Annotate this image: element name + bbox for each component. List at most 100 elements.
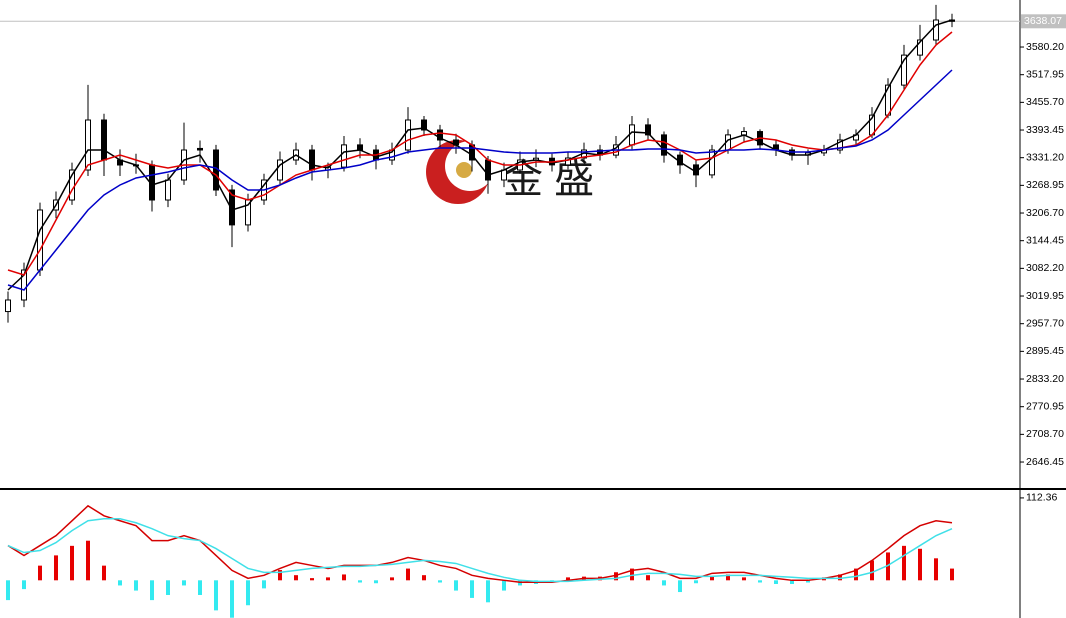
histogram-bar (374, 580, 378, 584)
histogram-bar (278, 570, 282, 581)
candle-body (709, 149, 715, 176)
y-tick-label: 2833.20 (1026, 373, 1064, 385)
histogram-bar (422, 575, 426, 581)
y-tick-label: 3580.20 (1026, 41, 1064, 53)
histogram-bar (38, 565, 42, 581)
last-price-box (1021, 14, 1066, 29)
histogram-bar (166, 580, 170, 595)
last-price-label: 3638.07 (1024, 15, 1062, 27)
histogram-bar (70, 545, 74, 581)
candle-body (917, 39, 923, 56)
histogram-bar (150, 580, 154, 601)
histogram-bar (854, 568, 858, 581)
histogram-bar (774, 580, 778, 584)
histogram-bar (838, 574, 842, 581)
histogram-bar (726, 574, 730, 581)
candle-body (405, 119, 411, 151)
histogram-bar (406, 568, 410, 581)
histogram-bar (54, 555, 58, 581)
histogram-bar (246, 580, 250, 606)
histogram-bar (134, 580, 138, 591)
histogram-bar (630, 568, 634, 581)
histogram-bar (6, 580, 10, 601)
histogram-bar (662, 580, 666, 586)
y-tick-label: 3268.95 (1026, 179, 1064, 191)
histogram-bar (342, 574, 346, 581)
candle-body (661, 134, 667, 156)
moving-average (7, 31, 953, 276)
y-tick-label: 2770.95 (1026, 400, 1064, 412)
candle-body (229, 189, 235, 226)
candle-body (629, 124, 635, 146)
candle-body (37, 209, 43, 271)
histogram-bar (358, 580, 362, 583)
y-tick-label: 3517.95 (1026, 68, 1064, 80)
macd-line (7, 504, 953, 584)
histogram-bar (758, 580, 762, 583)
y-tick-label: 2646.45 (1026, 456, 1064, 468)
candle-body (357, 144, 363, 151)
histogram-bar (454, 580, 458, 591)
histogram-bar (102, 565, 106, 581)
candle-body (565, 157, 571, 166)
histogram-bar (646, 575, 650, 581)
histogram-bar (230, 580, 234, 618)
histogram-bar (438, 580, 442, 583)
logo-ball (456, 162, 472, 178)
candle-body (501, 169, 507, 181)
histogram-bar (934, 558, 938, 581)
histogram-bar (294, 575, 298, 581)
histogram-bar (214, 580, 218, 611)
candle-body (309, 149, 315, 171)
histogram-bar (710, 576, 714, 581)
macd-line (7, 518, 953, 583)
histogram-bar (790, 580, 794, 584)
histogram-bar (470, 580, 474, 598)
histogram-bar (902, 545, 906, 581)
y-tick-label: 2957.70 (1026, 317, 1064, 329)
histogram-bar (22, 580, 26, 590)
histogram-bar (806, 580, 810, 583)
candle-body (21, 269, 27, 301)
y-tick-label: 3393.45 (1026, 124, 1064, 136)
histogram-bar (742, 577, 746, 581)
histogram-bar (614, 572, 618, 581)
candle-body (901, 54, 907, 86)
candle-body (85, 119, 91, 171)
histogram-bar (678, 580, 682, 593)
histogram-bar (326, 577, 330, 581)
histogram-bar (694, 580, 698, 584)
candle-body (885, 84, 891, 116)
candle-body (341, 144, 347, 168)
candle-body (933, 19, 939, 41)
y-tick-label: 3206.70 (1026, 207, 1064, 219)
histogram-bar (310, 578, 314, 581)
y-tick-label: 3144.45 (1026, 234, 1064, 246)
histogram-bar (198, 580, 202, 595)
y-tick-label: 3082.20 (1026, 262, 1064, 274)
histogram-bar (886, 552, 890, 581)
histogram-bar (118, 580, 122, 586)
histogram-bar (486, 580, 490, 603)
histogram-bar (390, 577, 394, 581)
histogram-bar (86, 540, 90, 581)
y-tick-label: 2708.70 (1026, 428, 1064, 440)
histogram-bar (918, 548, 922, 581)
histogram-bar (566, 577, 570, 581)
histogram-bar (182, 580, 186, 586)
histogram-bar (262, 580, 266, 589)
y-tick-label: 112.36 (1026, 492, 1057, 504)
candle-body (101, 119, 107, 161)
candle-body (197, 147, 203, 151)
candle-body (165, 179, 171, 201)
histogram-bar (950, 568, 954, 581)
y-tick-label: 3455.70 (1026, 96, 1064, 108)
candle-body (437, 129, 443, 141)
y-tick-label: 3331.20 (1026, 151, 1064, 163)
candle-body (645, 124, 651, 136)
moving-average (7, 69, 953, 291)
candle-body (837, 139, 843, 151)
